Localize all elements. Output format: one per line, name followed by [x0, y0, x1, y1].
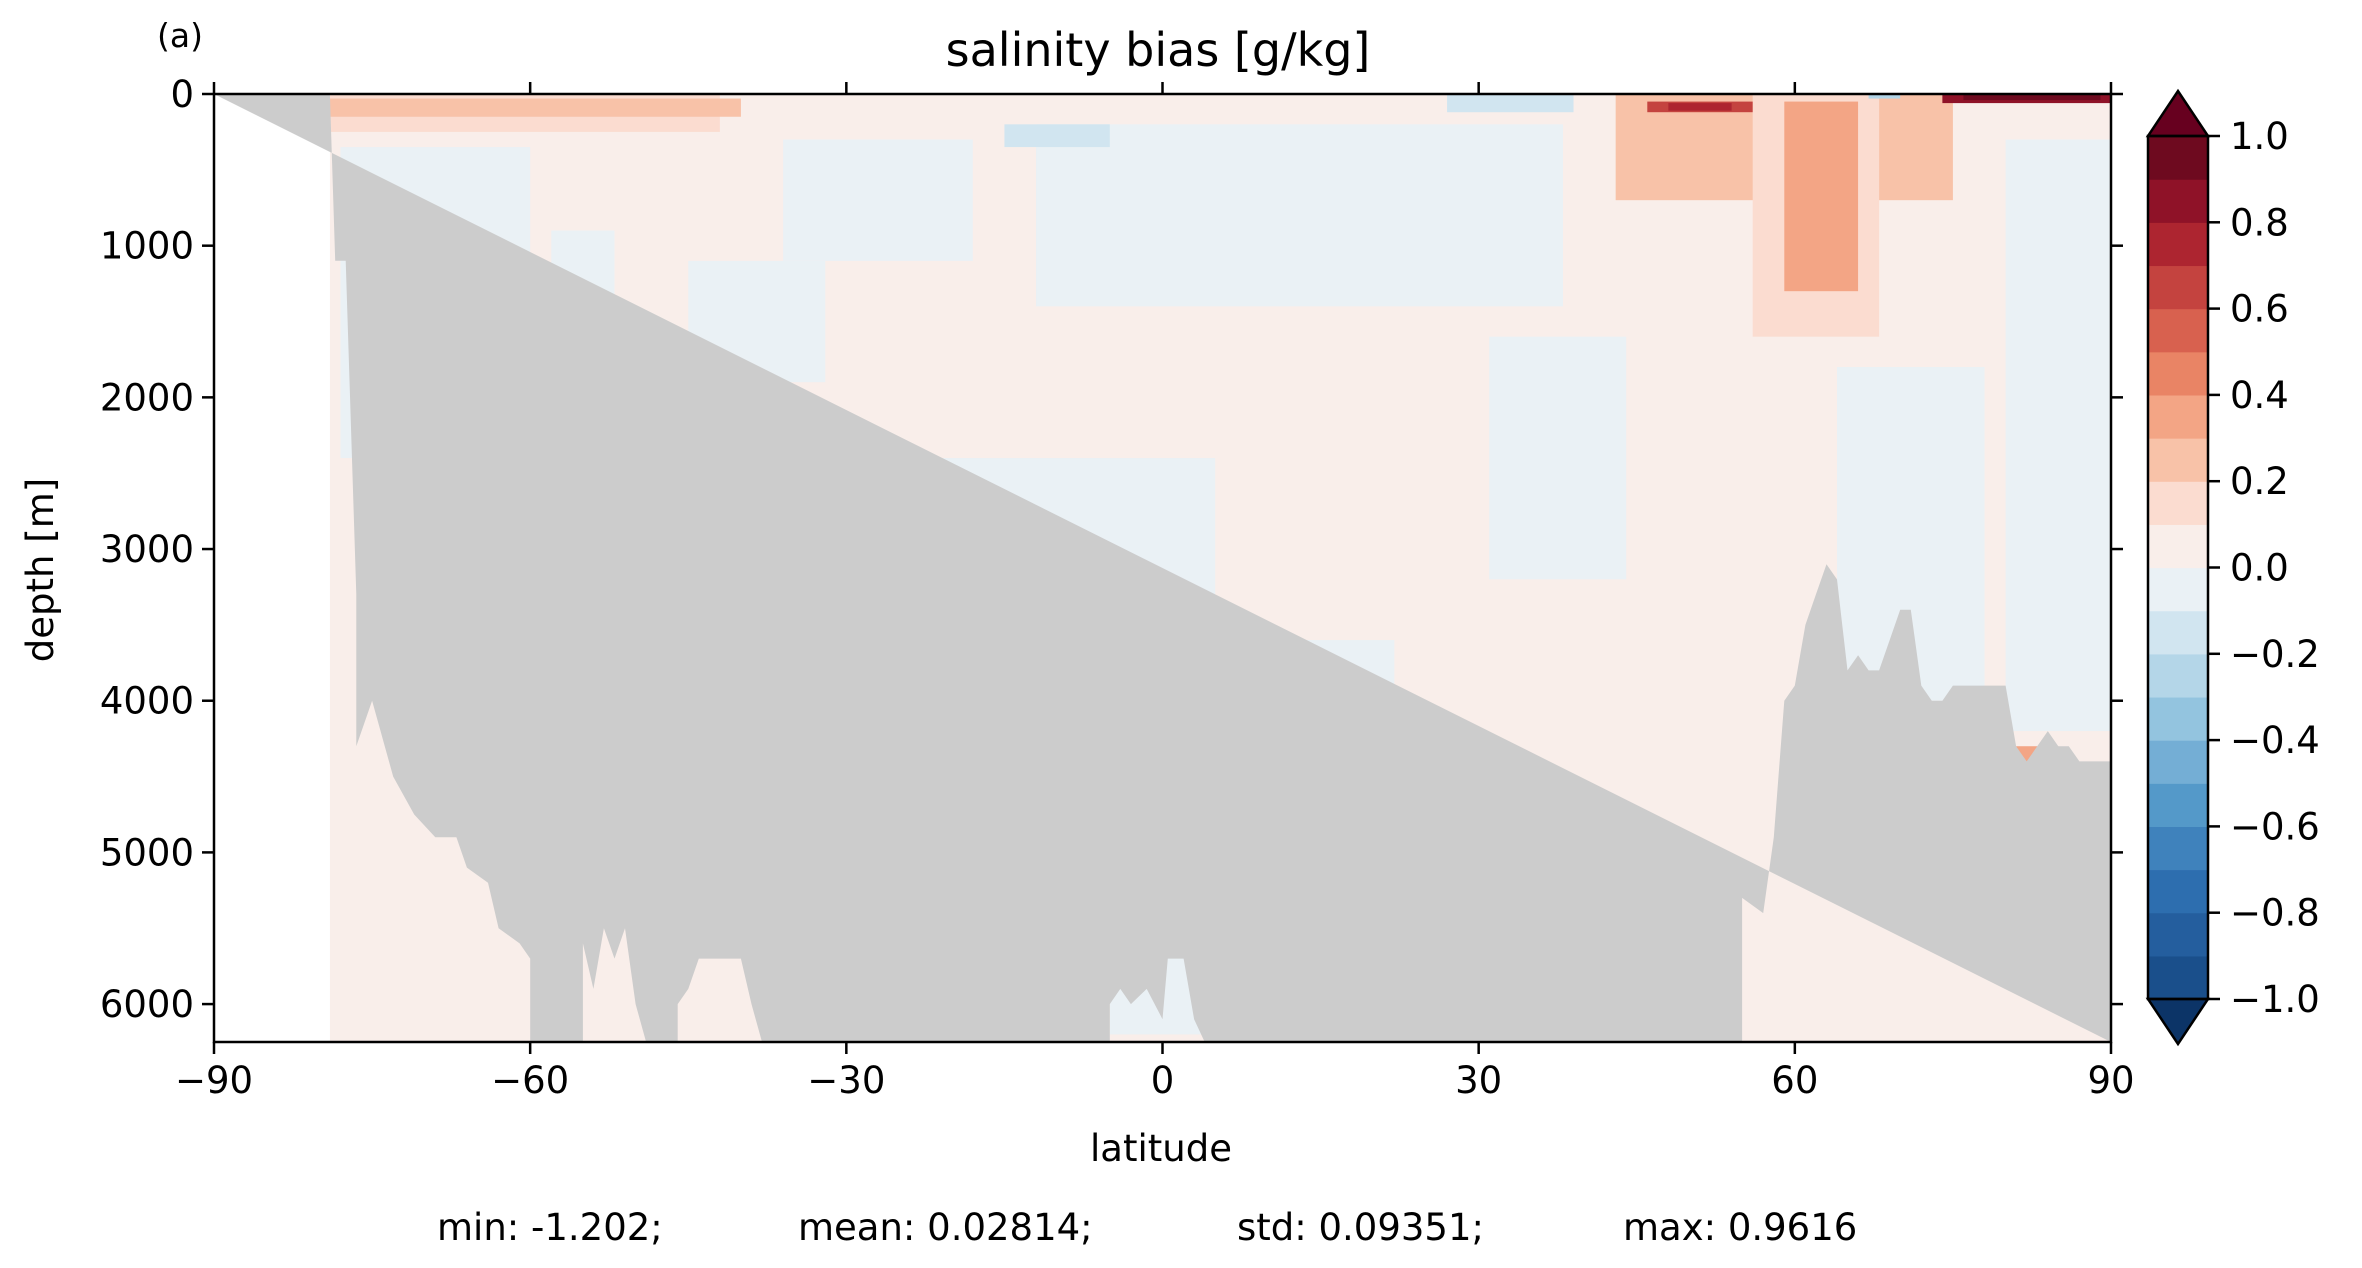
colorbar-segment	[2148, 438, 2208, 482]
x-tick-label: 60	[1771, 1059, 1818, 1102]
panel-label: (a)	[157, 16, 203, 55]
bias-region	[1963, 94, 2101, 101]
colorbar-segment	[2148, 653, 2208, 698]
stat-min: min: -1.202;	[437, 1206, 663, 1249]
stat-mean: mean: 0.02814;	[798, 1206, 1093, 1249]
colorbar-segment	[2148, 783, 2208, 827]
colorbar-tick-label: −0.4	[2230, 719, 2320, 762]
colorbar-tick-label: −1.0	[2230, 978, 2320, 1021]
colorbar-extend-max	[2145, 88, 2211, 138]
bias-field	[214, 94, 2111, 1042]
bias-region	[1489, 336, 1627, 580]
stat-std: std: 0.09351;	[1237, 1206, 1484, 1249]
x-tick-label: 90	[2087, 1059, 2134, 1102]
axes: −90 −60 −30 0 30 60 90 0 1000 2000 3000 4000 5000 600…	[100, 73, 2135, 1102]
x-tick-label: 30	[1455, 1059, 1502, 1102]
plot-area	[214, 94, 2111, 1042]
x-tick-label: −60	[491, 1059, 569, 1102]
colorbar-segment	[2148, 955, 2208, 1000]
colorbar-tick-label: 0.6	[2230, 288, 2289, 331]
bias-region	[1447, 94, 1574, 113]
bias-region	[329, 98, 741, 117]
bias-region	[1036, 124, 1563, 307]
colorbar-tick-label: 0.2	[2230, 460, 2289, 503]
colorbar-segment	[2148, 136, 2208, 180]
colorbar-segment	[2148, 394, 2208, 439]
colorbar-tick-label: −0.6	[2230, 805, 2320, 848]
colorbar-segment	[2148, 481, 2208, 525]
bias-region	[1784, 101, 1859, 292]
bias-region	[1668, 103, 1732, 111]
seafloor-mask	[214, 94, 2111, 1042]
colorbar: 1.0 0.8 0.6 0.4 0.2 0.0 −0.2 −0.4 −0.6 −0.8 −1.0	[2145, 88, 2320, 1047]
y-tick-label: 4000	[100, 680, 194, 723]
colorbar-tick-label: 0.4	[2230, 374, 2289, 417]
colorbar-segment	[2148, 869, 2208, 914]
colorbar-segment	[2148, 567, 2208, 612]
colorbar-tick-label: 0.8	[2230, 201, 2289, 244]
colorbar-segment	[2148, 265, 2208, 310]
bias-region	[783, 139, 973, 261]
colorbar-segment	[2148, 912, 2208, 957]
x-tick-label: −30	[807, 1059, 885, 1102]
colorbar-segment	[2148, 351, 2208, 396]
colorbar-segment	[2148, 308, 2208, 353]
colorbar-tick-label: 0.0	[2230, 547, 2289, 590]
colorbar-segment	[2148, 610, 2208, 655]
colorbar-segment	[2148, 524, 2208, 569]
colorbar-segment	[2148, 826, 2208, 871]
colorbar-segment	[2148, 740, 2208, 784]
x-axis-label: latitude	[1090, 1127, 1232, 1170]
y-axis-label: depth [m]	[19, 478, 62, 662]
bias-region	[2005, 139, 2111, 732]
colorbar-segment	[2148, 696, 2208, 741]
colorbar-tick-label: −0.2	[2230, 633, 2320, 676]
y-tick-label: 0	[170, 73, 194, 116]
colorbar-tick-label: −0.8	[2230, 892, 2320, 935]
x-tick-label: −90	[175, 1059, 253, 1102]
y-tick-label: 2000	[100, 376, 194, 419]
y-tick-label: 6000	[100, 983, 194, 1026]
colorbar-tick-label: 1.0	[2230, 115, 2289, 158]
stat-max: max: 0.9616	[1623, 1206, 1857, 1249]
y-tick-label: 3000	[100, 528, 194, 571]
bias-region	[1868, 94, 1901, 99]
colorbar-segment	[2148, 222, 2208, 267]
colorbar-extend-min	[2145, 997, 2211, 1047]
chart-title: salinity bias [g/kg]	[946, 23, 1371, 77]
y-tick-label: 1000	[100, 225, 194, 268]
bias-region	[1004, 124, 1110, 148]
y-tick-label: 5000	[100, 831, 194, 874]
x-tick-label: 0	[1151, 1059, 1175, 1102]
colorbar-segment	[2148, 179, 2208, 223]
